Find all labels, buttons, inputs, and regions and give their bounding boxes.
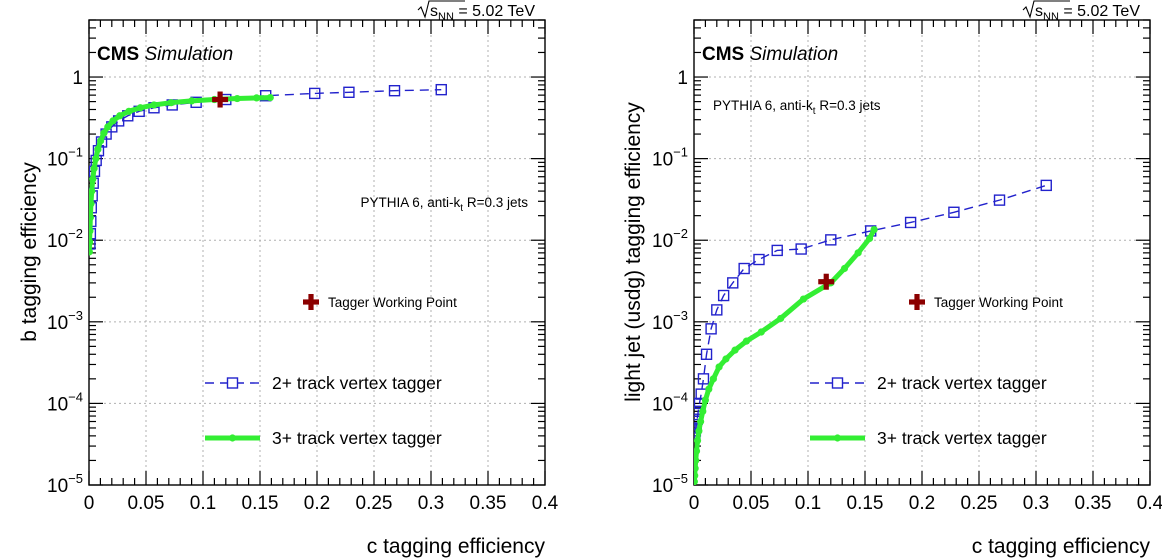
series-3plus-point — [86, 227, 93, 234]
series-3plus-point — [86, 238, 93, 245]
series-3plus-point — [692, 465, 699, 472]
y-tick-label: 10−5 — [47, 471, 83, 497]
series-3plus-point — [695, 427, 702, 434]
legend-2plus-label: 2+ track vertex tagger — [272, 373, 442, 393]
energy-label: sNN = 5.02 TeV — [1023, 1, 1140, 23]
y-tick-label: 1 — [72, 68, 83, 89]
y-tick-label: 10−1 — [652, 145, 688, 171]
y-tick-label: 10−3 — [47, 308, 83, 334]
legend-2plus-marker — [833, 378, 843, 388]
series-3plus-point — [167, 99, 174, 106]
series-3plus-point — [125, 108, 132, 115]
series-3plus-point — [694, 437, 701, 444]
x-tick-label: 0.05 — [733, 493, 770, 514]
x-tick-label: 0.25 — [356, 493, 393, 514]
series-3plus-point — [109, 117, 116, 124]
series-3plus-point — [855, 249, 862, 256]
y-tick-label: 10−3 — [652, 308, 688, 334]
x-axis-label: c tagging efficiency — [972, 535, 1151, 558]
series-3plus-point — [699, 408, 706, 415]
series-3plus-point — [188, 97, 195, 104]
x-tick-label: 0.4 — [1137, 493, 1162, 514]
legend-2plus-label: 2+ track vertex tagger — [877, 373, 1047, 393]
y-tick-label: 10−4 — [47, 389, 83, 415]
legend-3plus-label: 3+ track vertex tagger — [877, 428, 1047, 448]
x-tick-label: 0.3 — [1023, 493, 1049, 514]
series-3plus-point — [866, 235, 873, 242]
series-3plus-point — [722, 355, 729, 362]
series-3plus-point — [758, 328, 765, 335]
series-3plus-point — [267, 94, 274, 101]
x-tick-label: 0.4 — [532, 493, 559, 514]
x-tick-label: 0.35 — [1075, 493, 1112, 514]
legend-3plus-label: 3+ track vertex tagger — [272, 428, 442, 448]
series-3plus-point — [94, 146, 101, 153]
series-3plus-point — [88, 187, 95, 194]
x-tick-label: 0.05 — [128, 493, 165, 514]
series-3plus-point — [116, 112, 123, 119]
legend-3plus-marker — [834, 434, 841, 441]
energy-label: sNN = 5.02 TeV — [418, 1, 535, 23]
y-tick-label: 10−2 — [652, 226, 688, 252]
y-tick-label: 10−5 — [652, 471, 688, 497]
x-tick-label: 0 — [689, 493, 700, 514]
x-tick-label: 0.1 — [795, 493, 821, 514]
series-3plus-point — [777, 315, 784, 322]
x-tick-label: 0.1 — [190, 493, 216, 514]
series-3plus-point — [691, 472, 698, 479]
series-3plus-point — [715, 363, 722, 370]
series-3plus-point — [697, 418, 704, 425]
series-3plus-point — [705, 385, 712, 392]
series-3plus-point — [89, 176, 96, 183]
series-3plus-point — [100, 130, 107, 137]
legend-3plus-marker — [229, 434, 236, 441]
y-axis-label: b tagging efficiency — [18, 162, 41, 342]
legend-2plus-marker — [228, 378, 238, 388]
series-3plus-point — [710, 375, 717, 382]
series-3plus-point — [692, 457, 699, 464]
cms-simulation-label: CMS Simulation — [97, 44, 233, 65]
series-3plus-point — [87, 214, 94, 221]
y-tick-label: 10−1 — [47, 145, 83, 171]
cms-simulation-label: CMS Simulation — [702, 44, 838, 65]
series-3plus-point — [841, 265, 848, 272]
chart-panel-1: 0 0.05 0.1 0.15 0.2 0.25 0.3 0.35 0.4 10−5 10−4 10−… — [18, 1, 559, 558]
y-tick-label: 1 — [677, 68, 688, 89]
y-tick-label: 10−2 — [47, 226, 83, 252]
x-tick-label: 0.25 — [961, 493, 998, 514]
x-tick-label: 0 — [84, 493, 95, 514]
series-3plus-point — [871, 226, 878, 233]
series-3plus-point — [253, 94, 260, 101]
legend-working-point-label: Tagger Working Point — [328, 295, 457, 310]
series-3plus-point — [731, 347, 738, 354]
x-tick-label: 0.2 — [909, 493, 935, 514]
y-axis-label: light jet (usdg) tagging efficiency — [622, 102, 645, 402]
series-3plus-point — [743, 338, 750, 345]
y-tick-label: 10−4 — [652, 389, 688, 415]
series-3plus-point — [150, 101, 157, 108]
series-3plus-point — [92, 155, 99, 162]
series-3plus-point — [702, 396, 709, 403]
x-tick-label: 0.3 — [418, 493, 444, 514]
series-3plus-point — [91, 165, 98, 172]
series-3plus-point — [104, 123, 111, 130]
x-tick-label: 0.2 — [304, 493, 330, 514]
series-3plus-point — [86, 248, 93, 255]
x-tick-label: 0.15 — [847, 493, 884, 514]
x-tick-label: 0.15 — [242, 493, 279, 514]
series-3plus-point — [234, 95, 241, 102]
x-axis-label: c tagging efficiency — [367, 535, 546, 558]
series-3plus-point — [137, 104, 144, 111]
chart-panel-2: 0 0.05 0.1 0.15 0.2 0.25 0.3 0.35 0.4 10−5 10−4 10−… — [622, 1, 1162, 558]
x-tick-label: 0.35 — [470, 493, 507, 514]
legend-working-point-label: Tagger Working Point — [934, 295, 1063, 310]
series-3plus-point — [800, 295, 807, 302]
series-3plus-point — [97, 137, 104, 144]
